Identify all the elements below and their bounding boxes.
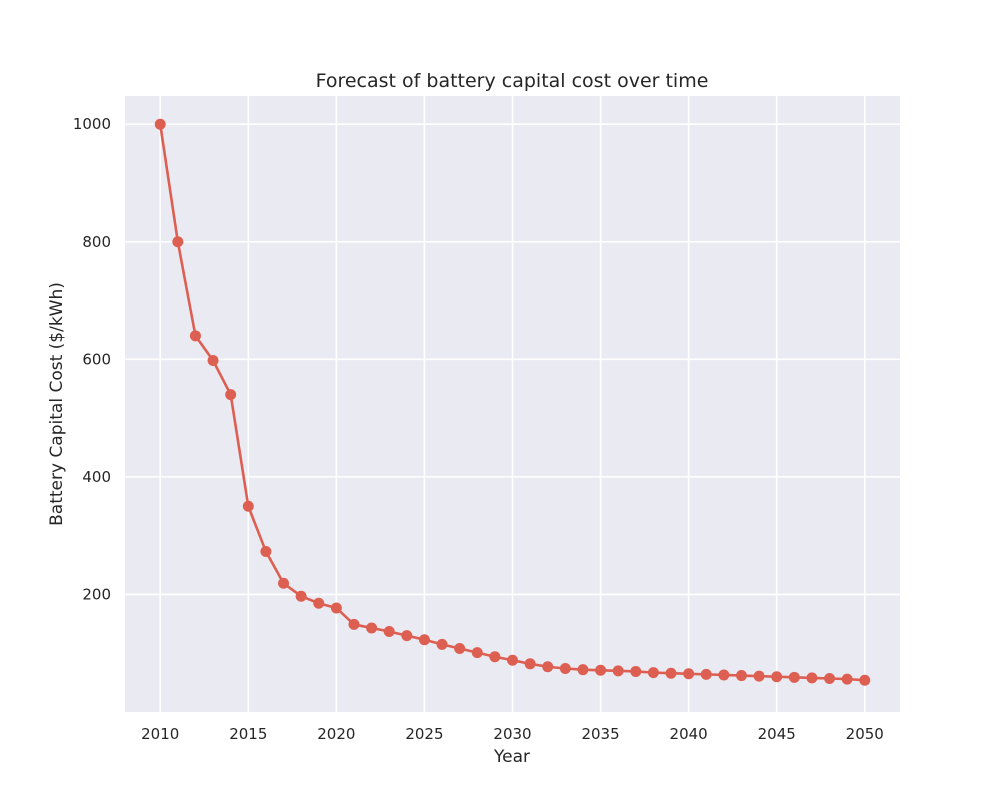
data-point	[366, 622, 378, 634]
x-tick-label: 2015	[229, 725, 267, 743]
x-tick-label: 2040	[670, 725, 708, 743]
data-point	[665, 667, 677, 679]
data-point	[507, 654, 518, 666]
data-point	[841, 673, 853, 685]
data-point	[207, 355, 219, 367]
x-tick-label: 2045	[758, 725, 796, 743]
data-point	[383, 625, 395, 637]
data-point	[718, 669, 730, 681]
data-point	[225, 389, 237, 401]
data-point	[559, 663, 571, 675]
x-tick-label: 2020	[317, 725, 355, 743]
data-point	[683, 668, 695, 680]
data-point	[612, 665, 624, 677]
data-point	[189, 330, 201, 342]
y-tick-label: 400	[82, 468, 111, 486]
data-point	[595, 664, 607, 676]
data-point	[824, 672, 836, 684]
data-point	[753, 670, 765, 682]
data-point	[471, 647, 483, 659]
series	[154, 118, 871, 686]
data-point	[278, 577, 290, 589]
data-point	[647, 667, 659, 679]
data-point	[489, 651, 501, 663]
data-point	[242, 500, 254, 512]
data-point	[172, 236, 184, 248]
grid	[125, 96, 900, 712]
y-tick-label: 1000	[73, 115, 111, 133]
data-point	[313, 597, 325, 609]
data-point	[436, 638, 448, 650]
data-point	[260, 546, 272, 558]
data-point	[454, 643, 466, 655]
y-axis-label: Battery Capital Cost ($/kWh)	[47, 282, 67, 526]
data-point	[788, 671, 800, 683]
data-point	[806, 672, 818, 684]
data-point	[542, 661, 554, 673]
data-point	[401, 630, 413, 642]
data-point	[577, 664, 589, 676]
data-point	[330, 602, 342, 614]
x-tick-label: 2010	[141, 725, 179, 743]
data-point	[524, 658, 536, 670]
y-tick-label: 200	[82, 585, 111, 603]
x-axis-label: Year	[493, 747, 530, 767]
data-point	[154, 118, 166, 130]
data-point	[418, 634, 430, 646]
data-point	[771, 671, 783, 683]
data-point	[700, 668, 712, 680]
y-tick-labels: 200 400 600 800 1000	[73, 115, 111, 603]
data-point	[630, 665, 642, 677]
y-tick-label: 600	[82, 350, 111, 368]
x-tick-label: 2030	[493, 725, 531, 743]
data-point	[859, 674, 871, 686]
x-tick-label: 2025	[405, 725, 443, 743]
data-point	[295, 590, 307, 602]
x-tick-label: 2035	[581, 725, 619, 743]
y-tick-label: 800	[82, 233, 111, 251]
x-tick-label: 2050	[846, 725, 884, 743]
x-tick-labels: 2010 2015 2020 2025 2030 2035 2040 2045 2050	[141, 725, 884, 743]
data-point	[735, 670, 747, 682]
chart-title: Forecast of battery capital cost over ti…	[316, 70, 709, 92]
data-point	[348, 618, 360, 630]
